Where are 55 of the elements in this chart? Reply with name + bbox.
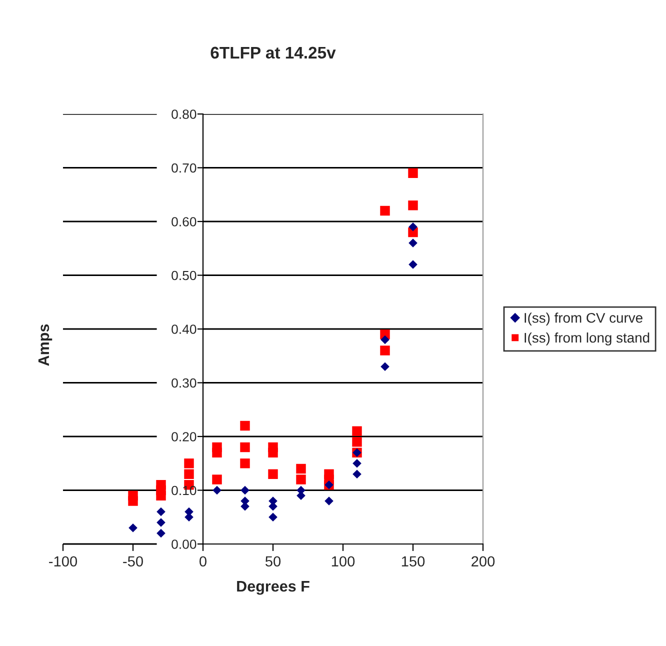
y-tick-label: 0.80 <box>172 110 196 119</box>
point <box>268 448 278 458</box>
point <box>352 437 362 447</box>
point <box>380 206 390 216</box>
point <box>212 448 222 458</box>
point <box>240 486 250 495</box>
point <box>240 420 250 431</box>
x-tick-label: 200 <box>472 556 495 567</box>
x-tick-label: 0 <box>200 556 206 567</box>
x-tick-label: -50 <box>123 556 143 567</box>
x-tick-label: 100 <box>332 556 355 567</box>
y-tick-label: 0.30 <box>172 378 196 388</box>
point <box>408 200 418 210</box>
legend-label: I(ss) from CV curve <box>524 312 642 326</box>
point <box>156 528 166 538</box>
point <box>408 222 418 232</box>
point <box>380 362 390 372</box>
point <box>268 512 278 522</box>
point <box>240 458 250 468</box>
point <box>352 470 362 479</box>
point <box>296 474 306 484</box>
point <box>268 469 278 479</box>
point <box>184 458 194 468</box>
point <box>352 426 362 436</box>
y-tick-label: 0.40 <box>172 324 196 334</box>
point <box>408 260 418 269</box>
point <box>128 496 138 506</box>
point <box>212 486 222 495</box>
point <box>408 238 418 248</box>
point <box>156 507 166 516</box>
point <box>380 346 390 356</box>
legend-label: I(ss) from long stand <box>524 332 650 346</box>
point <box>128 523 138 532</box>
point <box>240 442 250 452</box>
y-tick-label: 0.20 <box>172 432 196 442</box>
y-tick-label: 0.10 <box>172 486 196 496</box>
point <box>408 168 418 178</box>
point <box>380 335 390 344</box>
point <box>212 474 222 484</box>
point <box>324 496 334 506</box>
y-tick-label: 0.50 <box>172 270 196 280</box>
x-tick-label: -100 <box>49 556 78 567</box>
point <box>156 490 166 500</box>
point <box>352 458 362 468</box>
point <box>296 464 306 474</box>
y-tick-label: 0.00 <box>172 540 196 549</box>
x-axis-title: Degrees F <box>237 581 310 595</box>
x-tick-label: 50 <box>265 556 281 567</box>
point <box>184 469 194 479</box>
x-tick-label: 150 <box>402 556 425 567</box>
y-axis-title: Amps <box>38 324 52 366</box>
y-tick-label: 0.70 <box>172 163 196 173</box>
y-tick-label: 0.60 <box>172 217 196 226</box>
chart-title: 6TLFP at 14.25v <box>210 46 336 59</box>
point <box>156 518 166 527</box>
